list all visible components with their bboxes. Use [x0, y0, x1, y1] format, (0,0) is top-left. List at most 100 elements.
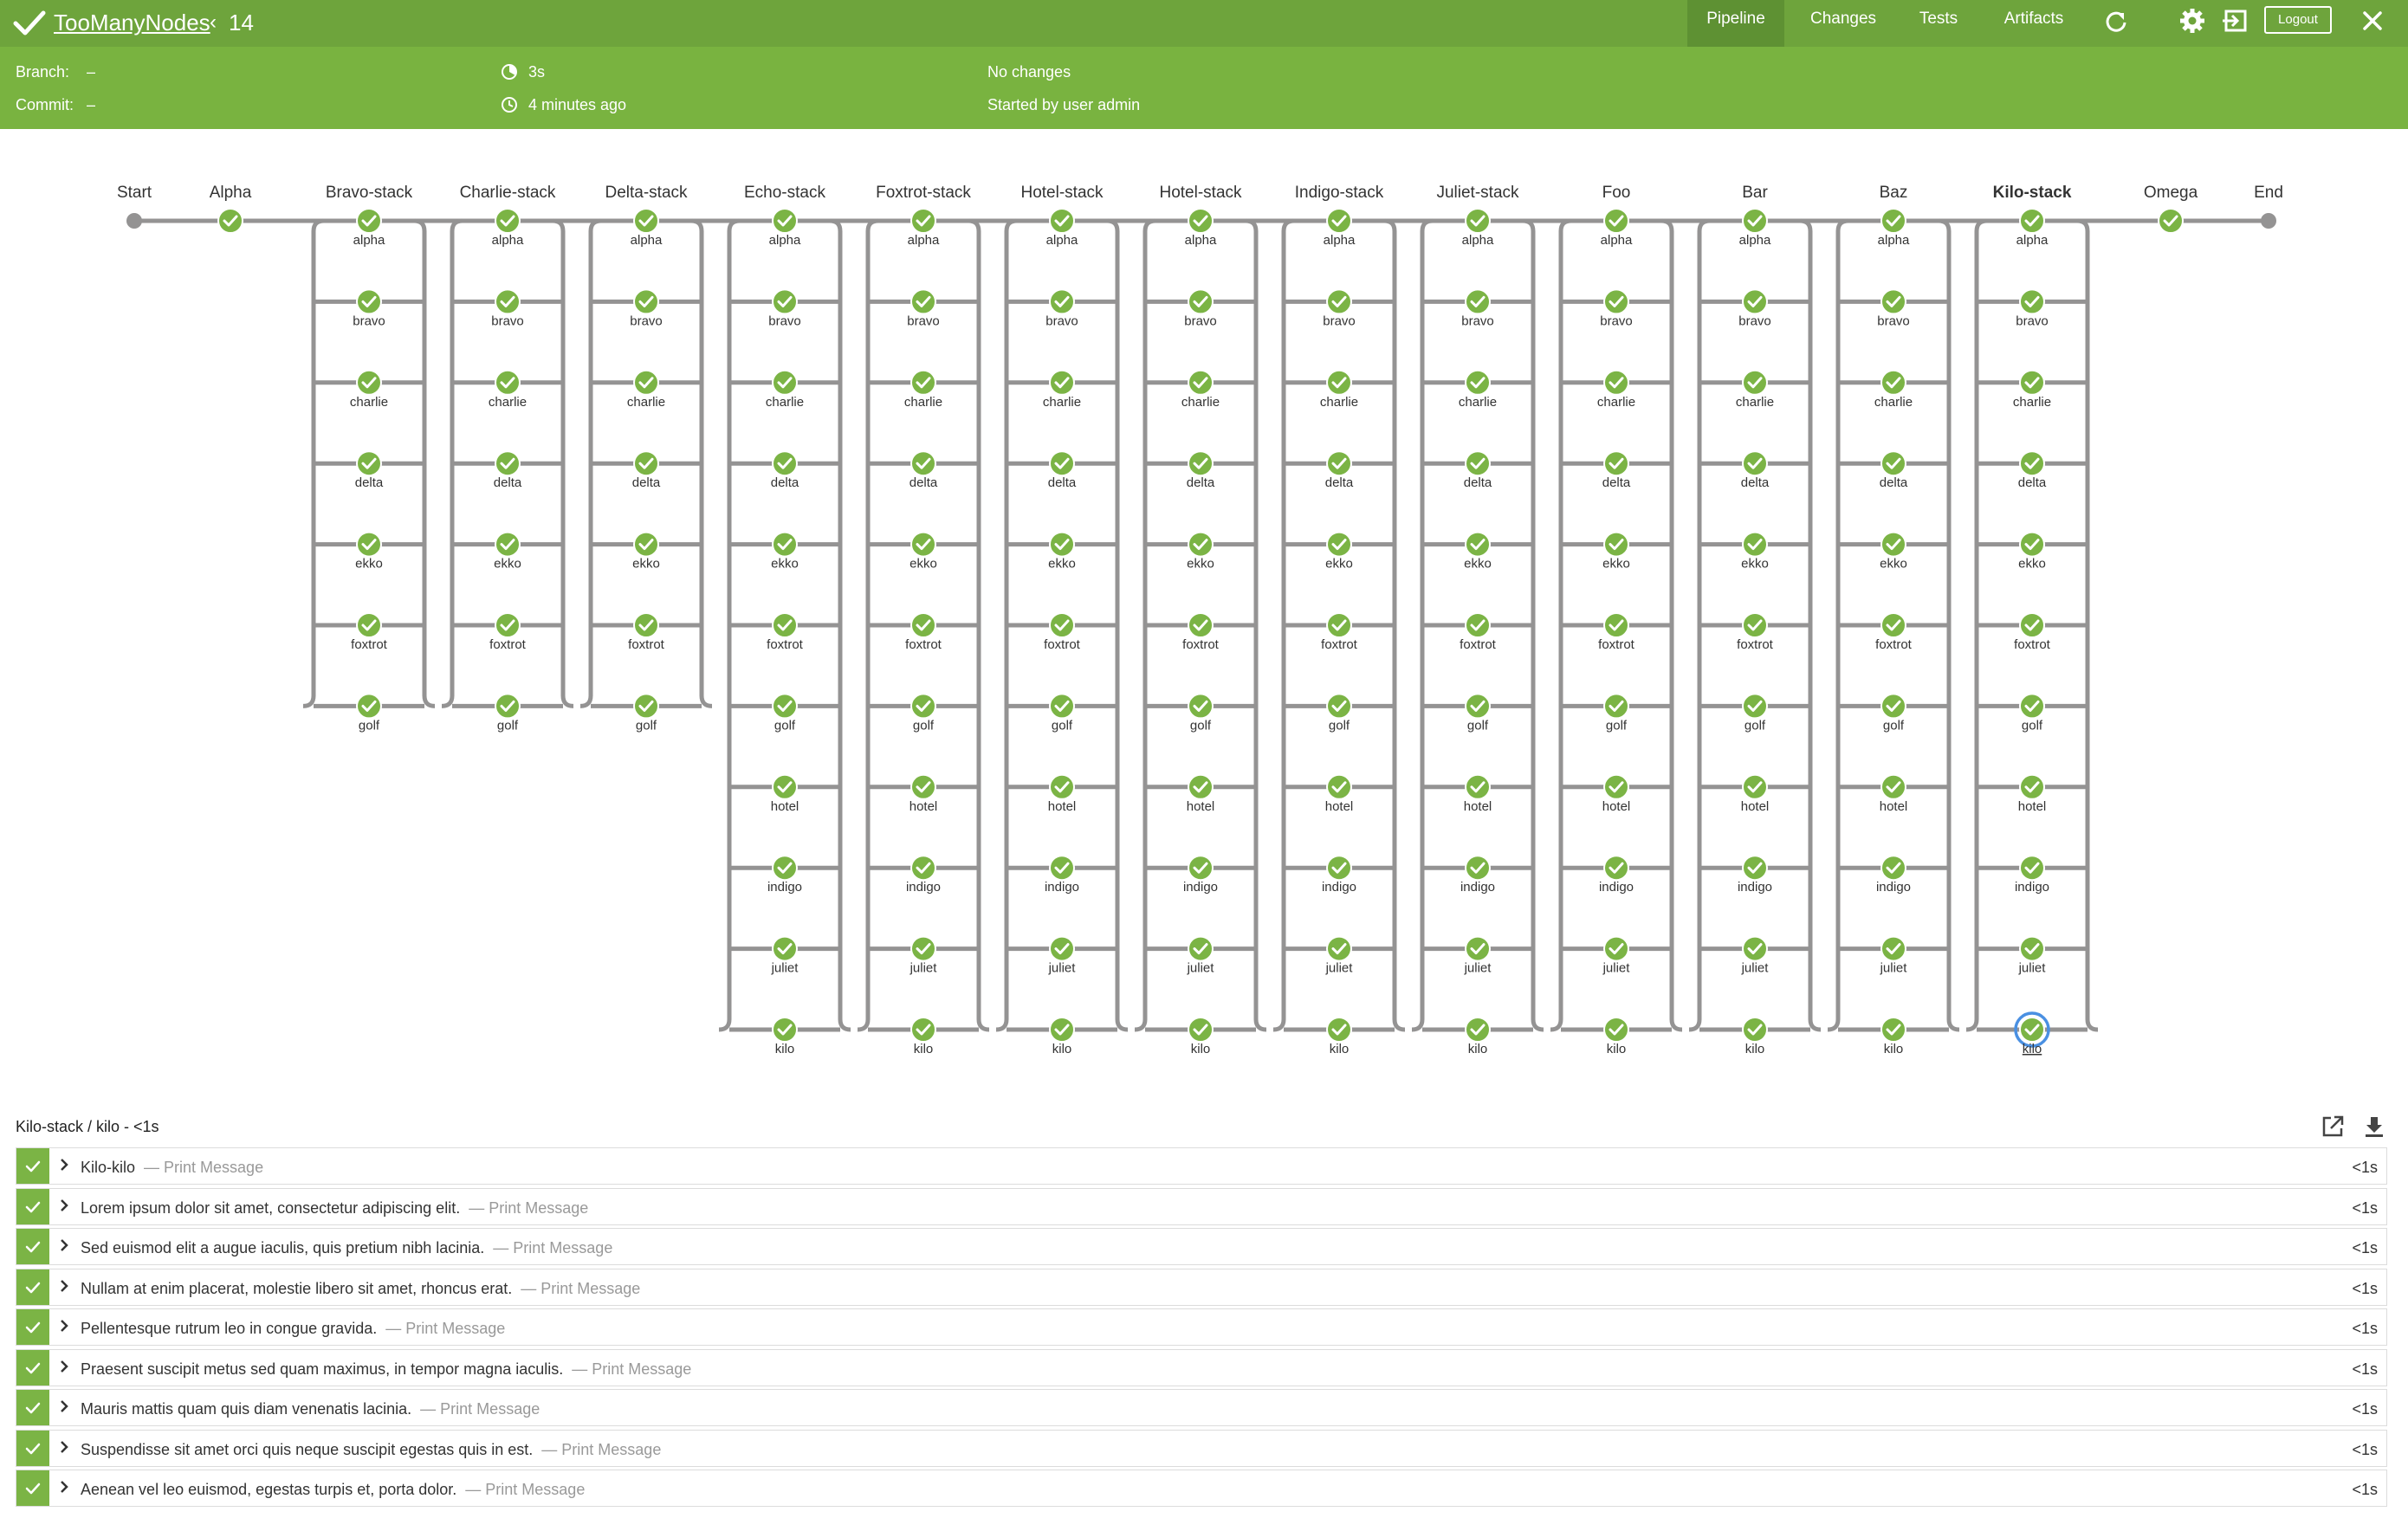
- close-icon[interactable]: [2358, 6, 2387, 36]
- chevron-right-icon[interactable]: [58, 1439, 70, 1455]
- branch-node[interactable]: [910, 935, 936, 962]
- branch-node[interactable]: [910, 450, 936, 477]
- branch-node[interactable]: [1880, 773, 1906, 800]
- branch-node[interactable]: [2019, 208, 2045, 234]
- branch-node[interactable]: [1603, 208, 1629, 234]
- download-icon[interactable]: [2361, 1114, 2387, 1140]
- chevron-right-icon[interactable]: [58, 1359, 70, 1374]
- branch-node[interactable]: [1603, 531, 1629, 558]
- branch-node[interactable]: [1465, 369, 1491, 396]
- branch-node[interactable]: [1603, 612, 1629, 638]
- branch-node[interactable]: [1188, 612, 1214, 638]
- branch-node[interactable]: [910, 693, 936, 720]
- branch-node[interactable]: [633, 288, 659, 315]
- branch-node[interactable]: [1603, 369, 1629, 396]
- branch-node[interactable]: [1326, 531, 1352, 558]
- branch-node[interactable]: [1880, 288, 1906, 315]
- back-chevron-icon[interactable]: ‹: [210, 10, 217, 34]
- branch-node[interactable]: [1326, 288, 1352, 315]
- branch-node[interactable]: [910, 208, 936, 234]
- branch-node[interactable]: [495, 531, 521, 558]
- branch-node[interactable]: [1742, 450, 1768, 477]
- branch-node[interactable]: [910, 288, 936, 315]
- rerun-icon[interactable]: [2101, 6, 2131, 36]
- branch-node[interactable]: [1049, 208, 1075, 234]
- branch-node[interactable]: [1742, 1017, 1768, 1043]
- branch-node[interactable]: [1603, 450, 1629, 477]
- branch-node[interactable]: [1742, 369, 1768, 396]
- branch-node[interactable]: [772, 208, 798, 234]
- branch-node[interactable]: [1049, 773, 1075, 800]
- branch-node[interactable]: [356, 693, 382, 720]
- branch-node[interactable]: [1188, 288, 1214, 315]
- branch-node[interactable]: [1742, 612, 1768, 638]
- branch-node[interactable]: [1603, 288, 1629, 315]
- branch-node[interactable]: [1326, 208, 1352, 234]
- branch-node[interactable]: [633, 612, 659, 638]
- branch-node[interactable]: [772, 773, 798, 800]
- branch-node[interactable]: [772, 612, 798, 638]
- branch-node[interactable]: [1326, 1017, 1352, 1043]
- branch-node[interactable]: [1326, 773, 1352, 800]
- branch-node[interactable]: [1465, 531, 1491, 558]
- branch-node[interactable]: [1880, 450, 1906, 477]
- branch-node[interactable]: [1465, 855, 1491, 882]
- branch-node[interactable]: [1465, 1017, 1491, 1043]
- chevron-right-icon[interactable]: [58, 1479, 70, 1495]
- branch-node[interactable]: [1049, 855, 1075, 882]
- branch-node[interactable]: [1049, 450, 1075, 477]
- log-step-row[interactable]: Praesent suscipit metus sed quam maximus…: [16, 1348, 2387, 1386]
- branch-node[interactable]: [1465, 612, 1491, 638]
- branch-node[interactable]: [910, 369, 936, 396]
- branch-node[interactable]: [1880, 935, 1906, 962]
- branch-node[interactable]: [772, 531, 798, 558]
- branch-node[interactable]: [356, 369, 382, 396]
- logout-button[interactable]: Logout: [2264, 6, 2332, 34]
- branch-node[interactable]: [2019, 450, 2045, 477]
- branch-node[interactable]: [1742, 531, 1768, 558]
- chevron-right-icon[interactable]: [58, 1198, 70, 1213]
- branch-node[interactable]: [772, 288, 798, 315]
- open-in-new-icon[interactable]: [2320, 1114, 2346, 1140]
- branch-node[interactable]: [1049, 531, 1075, 558]
- branch-node[interactable]: [1188, 773, 1214, 800]
- branch-node[interactable]: [1603, 1017, 1629, 1043]
- branch-node[interactable]: [1188, 208, 1214, 234]
- branch-node[interactable]: [1465, 288, 1491, 315]
- branch-node[interactable]: [2019, 855, 2045, 882]
- branch-node[interactable]: [1049, 935, 1075, 962]
- branch-node[interactable]: [1326, 369, 1352, 396]
- branch-node[interactable]: [2019, 693, 2045, 720]
- branch-node[interactable]: [2019, 1017, 2045, 1043]
- branch-node[interactable]: [2019, 288, 2045, 315]
- branch-node[interactable]: [1603, 773, 1629, 800]
- branch-node[interactable]: [1742, 693, 1768, 720]
- tab-artifacts[interactable]: Artifacts: [2003, 10, 2064, 28]
- branch-node[interactable]: [1880, 612, 1906, 638]
- exit-classic-icon[interactable]: [2221, 6, 2250, 36]
- branch-node[interactable]: [772, 855, 798, 882]
- stage-node[interactable]: [217, 208, 243, 234]
- branch-node[interactable]: [1049, 612, 1075, 638]
- pipeline-name-link[interactable]: TooManyNodes: [54, 10, 210, 36]
- log-step-row[interactable]: Nullam at enim placerat, molestie libero…: [16, 1268, 2387, 1306]
- branch-node[interactable]: [1326, 450, 1352, 477]
- branch-node[interactable]: [910, 773, 936, 800]
- tab-changes[interactable]: Changes: [1809, 10, 1877, 28]
- branch-node[interactable]: [495, 450, 521, 477]
- branch-node[interactable]: [1880, 369, 1906, 396]
- branch-node[interactable]: [356, 612, 382, 638]
- branch-node[interactable]: [772, 935, 798, 962]
- branch-node[interactable]: [1049, 1017, 1075, 1043]
- branch-node[interactable]: [1603, 855, 1629, 882]
- branch-node[interactable]: [1049, 288, 1075, 315]
- branch-node[interactable]: [1880, 531, 1906, 558]
- stage-node[interactable]: [2158, 208, 2184, 234]
- log-step-row[interactable]: Kilo-kilo — Print Message <1s: [16, 1147, 2387, 1185]
- branch-node[interactable]: [1188, 693, 1214, 720]
- log-step-row[interactable]: Pellentesque rutrum leo in congue gravid…: [16, 1308, 2387, 1346]
- chevron-right-icon[interactable]: [58, 1157, 70, 1172]
- branch-node[interactable]: [633, 531, 659, 558]
- branch-node[interactable]: [1880, 208, 1906, 234]
- branch-node[interactable]: [1326, 612, 1352, 638]
